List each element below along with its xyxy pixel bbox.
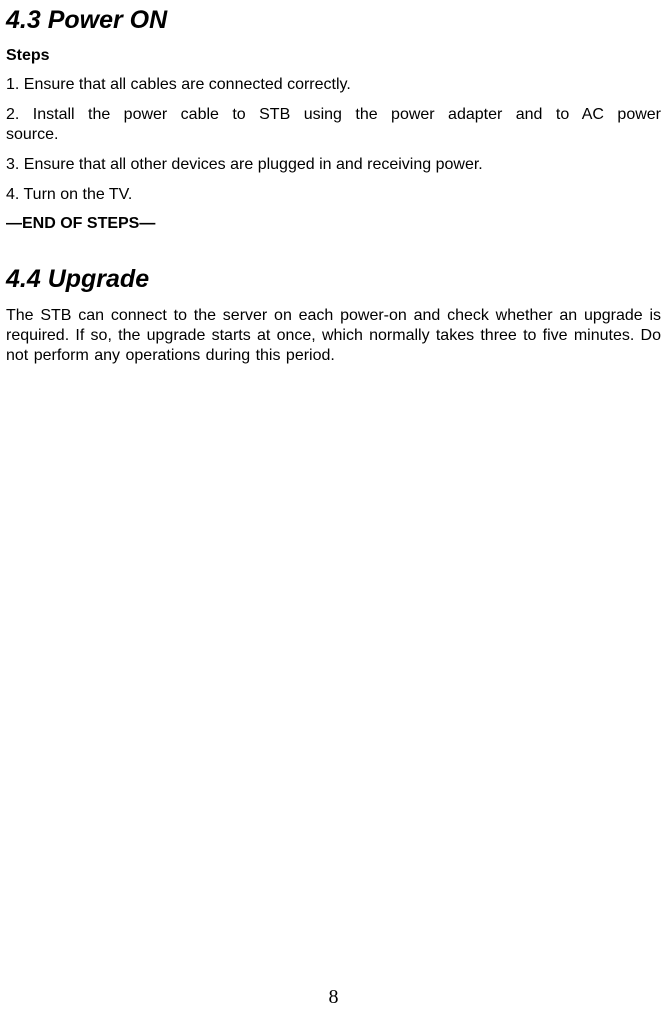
step-2: 2. Install the power cable to STB using … bbox=[6, 105, 661, 145]
step-1: 1. Ensure that all cables are connected … bbox=[6, 75, 661, 95]
section-44-body: The STB can connect to the server on eac… bbox=[6, 306, 661, 366]
section-heading-43: 4.3 Power ON bbox=[6, 6, 661, 35]
steps-label: Steps bbox=[6, 47, 661, 65]
section-heading-44: 4.4 Upgrade bbox=[6, 265, 661, 294]
page-number: 8 bbox=[329, 986, 339, 1009]
end-of-steps: —END OF STEPS— bbox=[6, 215, 661, 233]
step-3: 3. Ensure that all other devices are plu… bbox=[6, 155, 661, 175]
document-page: 4.3 Power ON Steps 1. Ensure that all ca… bbox=[0, 0, 667, 1023]
step-4: 4. Turn on the TV. bbox=[6, 185, 661, 205]
